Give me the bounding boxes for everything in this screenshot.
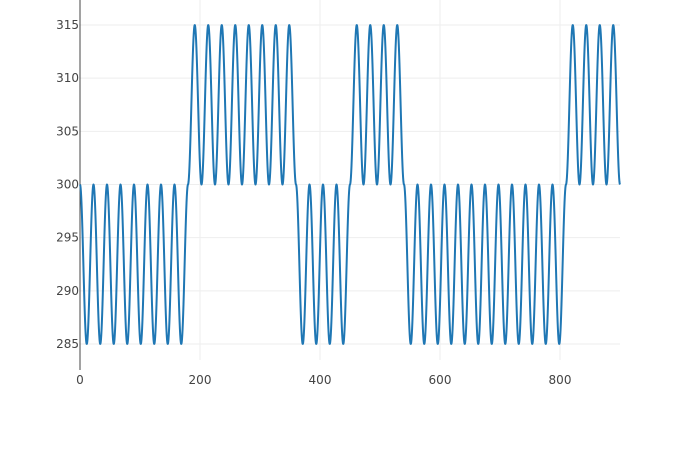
- y-tick-label: 310: [56, 71, 79, 85]
- x-tick-label: 0: [76, 373, 84, 387]
- y-tick-label: 290: [56, 284, 79, 298]
- y-tick-label: 285: [56, 337, 79, 351]
- x-tick-label: 400: [309, 373, 332, 387]
- label-layer: 285 290 295 300 305 310 315 0 200 400 600 800: [56, 18, 571, 387]
- series-line: [79, 24, 621, 345]
- y-tick-label: 295: [56, 231, 79, 245]
- y-tick-label: 300: [56, 178, 79, 192]
- y-tick-label: 315: [56, 18, 79, 32]
- x-tick-label: 800: [549, 373, 572, 387]
- y-tick-label: 305: [56, 124, 79, 138]
- x-tick-label: 600: [429, 373, 452, 387]
- series-layer: [79, 24, 621, 345]
- x-tick-label: 200: [189, 373, 212, 387]
